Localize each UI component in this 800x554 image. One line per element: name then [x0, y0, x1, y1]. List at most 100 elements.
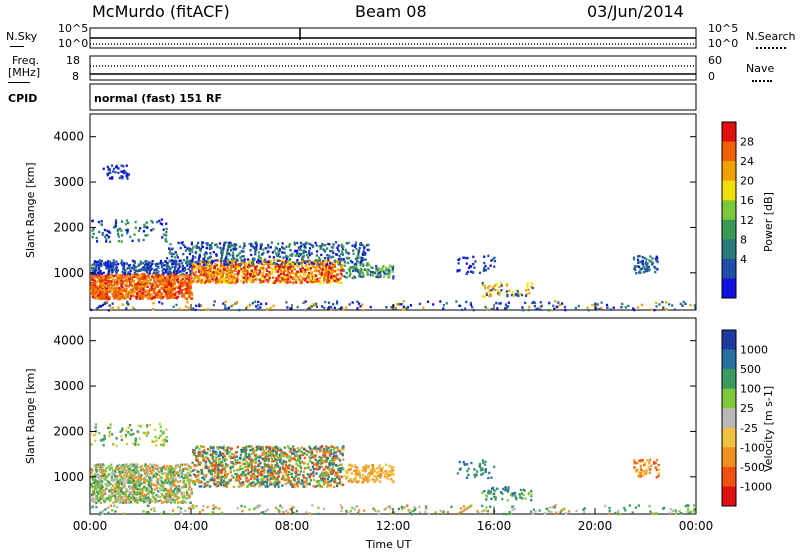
range-cell — [133, 264, 136, 267]
range-cell — [156, 481, 159, 484]
range-cell — [160, 218, 163, 221]
range-cell — [103, 285, 107, 289]
range-cell — [135, 469, 139, 472]
range-cell — [122, 170, 126, 173]
range-cell — [156, 272, 159, 275]
range-cell — [337, 244, 340, 247]
range-cell — [181, 280, 184, 283]
range-cell — [216, 259, 219, 262]
range-cell — [190, 241, 194, 244]
range-cell — [346, 261, 349, 265]
range-cell — [146, 474, 149, 478]
range-cell — [188, 484, 191, 488]
range-cell — [136, 282, 139, 285]
range-cell — [111, 270, 115, 273]
range-cell — [107, 284, 110, 288]
range-cell — [135, 273, 138, 276]
range-cell — [164, 498, 167, 501]
range-cell — [187, 471, 190, 475]
range-cell — [110, 491, 113, 495]
range-cell — [121, 303, 124, 306]
range-cell — [98, 261, 101, 264]
range-cell — [308, 249, 311, 253]
range-cell — [335, 253, 338, 256]
range-cell — [108, 465, 111, 468]
freq-right-tick-top: 60 — [708, 54, 722, 67]
range-cell — [288, 263, 292, 266]
range-cell — [304, 261, 307, 265]
range-cell — [357, 251, 360, 254]
range-cell — [133, 275, 136, 278]
range-cell — [202, 259, 205, 263]
range-cell — [241, 255, 244, 258]
range-cell — [403, 308, 406, 311]
range-cell — [150, 476, 153, 479]
range-cell — [556, 305, 559, 309]
range-cell — [98, 278, 101, 281]
range-cell — [318, 475, 321, 478]
range-cell — [118, 494, 121, 497]
range-cell — [182, 294, 185, 297]
range-cell — [256, 455, 259, 459]
range-cell — [111, 292, 114, 296]
range-cell — [422, 306, 425, 309]
range-cell — [119, 466, 122, 470]
range-cell — [352, 269, 355, 273]
range-cell — [136, 499, 139, 503]
range-cell — [205, 270, 208, 274]
range-cell — [186, 497, 189, 500]
range-cell — [376, 269, 379, 272]
range-cell — [138, 295, 141, 299]
range-cell — [473, 266, 476, 269]
range-cell — [130, 498, 133, 501]
range-cell — [233, 269, 237, 272]
range-cell — [212, 275, 216, 278]
range-cell — [113, 291, 116, 295]
range-cell — [299, 241, 303, 245]
range-cell — [263, 465, 266, 468]
range-cell — [162, 228, 165, 231]
range-cell — [164, 496, 167, 499]
range-cell — [186, 260, 189, 264]
range-cell — [527, 288, 530, 291]
range-cell — [208, 274, 211, 277]
range-cell — [302, 447, 306, 451]
range-cell — [287, 470, 290, 474]
range-cell — [156, 467, 159, 471]
range-cell — [154, 475, 158, 479]
range-cell — [293, 263, 297, 267]
range-cell — [200, 265, 204, 269]
range-cell — [228, 274, 231, 278]
range-cell — [337, 250, 341, 253]
range-cell — [291, 276, 295, 279]
range-cell — [150, 472, 153, 476]
range-cell — [254, 247, 257, 251]
range-cell — [485, 293, 489, 296]
range-cell — [187, 282, 190, 285]
range-cell — [212, 265, 216, 268]
range-cell — [152, 467, 155, 470]
range-cell — [159, 276, 163, 280]
range-cell — [327, 306, 330, 310]
range-cell — [354, 244, 357, 247]
range-cell — [177, 480, 180, 483]
range-cell — [117, 306, 120, 309]
range-cell — [181, 469, 185, 472]
range-cell — [187, 275, 190, 279]
range-cell — [197, 303, 201, 306]
range-cell — [116, 282, 119, 285]
range-cell — [136, 463, 139, 466]
range-cell — [456, 270, 459, 273]
range-cell — [255, 460, 258, 464]
range-cell — [203, 449, 206, 452]
range-cell — [165, 493, 168, 496]
range-cell — [308, 271, 311, 275]
range-cell — [235, 477, 238, 481]
range-cell — [92, 293, 95, 296]
range-cell — [230, 242, 233, 246]
range-cell — [383, 271, 386, 274]
range-cell — [147, 273, 150, 276]
range-cell — [204, 280, 208, 283]
range-cell — [169, 288, 172, 292]
range-cell — [219, 446, 222, 449]
